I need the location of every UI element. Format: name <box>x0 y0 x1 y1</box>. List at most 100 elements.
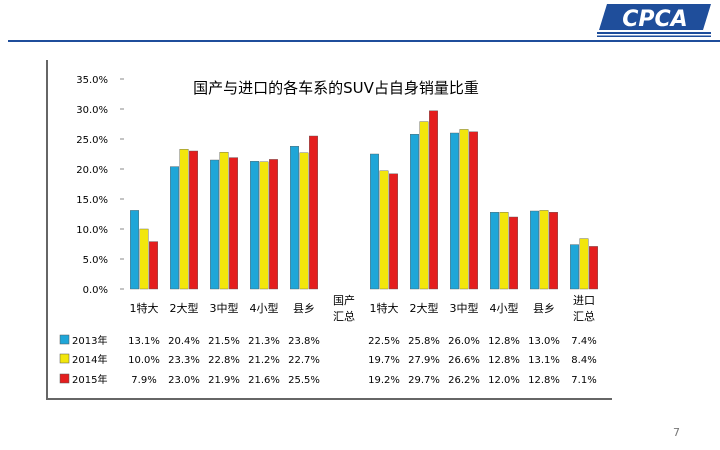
bar-2015年-11 <box>589 246 598 290</box>
bar-2015年-2 <box>229 157 239 290</box>
x-category-label: 3中型 <box>210 301 239 315</box>
cpca-logo: CPCA <box>597 4 711 37</box>
y-tick-label: 35.0% <box>76 75 108 86</box>
table-value: 22.7% <box>288 355 320 366</box>
bar-2013年-8 <box>450 132 459 290</box>
table-value: 12.8% <box>488 355 520 366</box>
bar-2014年-9 <box>499 211 509 290</box>
legend-swatch-2014年 <box>59 353 70 364</box>
y-tick-label: 5.0% <box>83 255 108 266</box>
table-value: 12.0% <box>488 375 520 386</box>
x-category-label: 2大型 <box>170 301 199 315</box>
bar-2014年-6 <box>379 170 389 290</box>
table-value: 21.6% <box>248 375 280 386</box>
table-value: 19.7% <box>368 355 400 366</box>
bar-2013年-7 <box>410 133 419 290</box>
bar-2014年-4 <box>299 152 309 290</box>
y-tick-label: 10.0% <box>76 225 108 236</box>
bar-2014年-2 <box>219 151 229 290</box>
bar-2013年-9 <box>490 211 499 290</box>
table-value: 13.0% <box>528 336 560 347</box>
table-value: 23.8% <box>288 336 320 347</box>
logo-text: CPCA <box>622 7 687 32</box>
bar-2014年-8 <box>459 129 469 290</box>
x-category-label: 国产 <box>333 293 355 307</box>
bar-2015年-6 <box>389 173 398 290</box>
table-value: 13.1% <box>128 336 160 347</box>
table-value: 21.5% <box>208 336 240 347</box>
bar-2014年-3 <box>259 161 269 290</box>
bar-2015年-10 <box>549 211 558 290</box>
bar-2014年-11 <box>579 238 589 290</box>
x-category-label: 县乡 <box>293 302 315 315</box>
table-value: 29.7% <box>408 375 440 386</box>
bar-2014年-0 <box>139 228 149 290</box>
table-value: 26.0% <box>448 336 480 347</box>
bar-2015年-9 <box>509 216 518 290</box>
logo-stripes <box>597 32 711 37</box>
bar-2013年-11 <box>570 244 579 290</box>
chart-title: 国产与进口的各车系的SUV占自身销量比重 <box>193 79 479 97</box>
legend-label-2014年: 2014年 <box>72 353 107 366</box>
bar-2013年-1 <box>170 166 180 290</box>
bar-2014年-10 <box>539 210 549 290</box>
x-category-label: 3中型 <box>450 301 479 315</box>
table-value: 21.3% <box>248 336 280 347</box>
x-category-label: 4小型 <box>490 301 519 315</box>
y-tick-label: 30.0% <box>76 105 108 116</box>
table-value: 7.4% <box>571 336 596 347</box>
table-value: 12.8% <box>488 336 520 347</box>
x-category-label: 汇总 <box>333 309 355 323</box>
table-value: 7.9% <box>131 375 156 386</box>
bar-2013年-4 <box>290 145 299 290</box>
x-category-label: 汇总 <box>573 309 595 323</box>
legend-label-2013年: 2013年 <box>72 334 107 347</box>
table-value: 7.1% <box>571 375 596 386</box>
x-category-label: 1特大 <box>130 301 159 315</box>
x-category-label: 1特大 <box>370 301 399 315</box>
table-value: 13.1% <box>528 355 560 366</box>
table-value: 27.9% <box>408 355 440 366</box>
bar-2014年-7 <box>419 121 429 290</box>
bar-2015年-0 <box>149 241 159 290</box>
bar-2013年-3 <box>250 160 260 290</box>
table-value: 23.3% <box>168 355 200 366</box>
table-value: 23.0% <box>168 375 200 386</box>
table-value: 22.8% <box>208 355 240 366</box>
x-category-label: 4小型 <box>250 301 279 315</box>
table-value: 8.4% <box>571 355 596 366</box>
y-tick-label: 0.0% <box>83 285 108 296</box>
table-value: 21.9% <box>208 375 240 386</box>
y-tick-label: 15.0% <box>76 195 108 206</box>
table-value: 20.4% <box>168 336 200 347</box>
table-value: 12.8% <box>528 375 560 386</box>
bar-2014年-1 <box>179 148 189 290</box>
page-number: 7 <box>673 426 680 439</box>
x-category-label: 2大型 <box>410 301 439 315</box>
table-value: 25.5% <box>288 375 320 386</box>
bar-2015年-1 <box>189 150 199 290</box>
table-value: 25.8% <box>408 336 440 347</box>
bar-2013年-6 <box>370 153 379 290</box>
table-value: 26.2% <box>448 375 480 386</box>
bar-2015年-3 <box>269 159 278 290</box>
legend-swatch-2015年 <box>59 373 70 384</box>
table-value: 26.6% <box>448 355 480 366</box>
table-value: 22.5% <box>368 336 400 347</box>
bars <box>130 110 598 290</box>
y-axis: 35.0% 30.0% 25.0% 20.0% 15.0% 10.0% 5.0% 0.0% <box>76 75 124 296</box>
x-category-label: 进口 <box>573 294 595 307</box>
x-category-label: 县乡 <box>533 302 555 315</box>
table-value: 19.2% <box>368 375 400 386</box>
legend-swatch-2013年 <box>59 334 70 345</box>
y-tick-label: 20.0% <box>76 165 108 176</box>
table-value: 21.2% <box>248 355 280 366</box>
bar-2013年-10 <box>530 210 539 290</box>
data-table: 2013年 13.1% 20.4% 21.5% 21.3% 23.8% 22.5% 25.8%… <box>59 334 597 386</box>
bar-2015年-4 <box>309 135 318 290</box>
bar-2013年-2 <box>210 159 220 290</box>
table-value: 10.0% <box>128 355 160 366</box>
bar-2013年-0 <box>130 210 140 290</box>
